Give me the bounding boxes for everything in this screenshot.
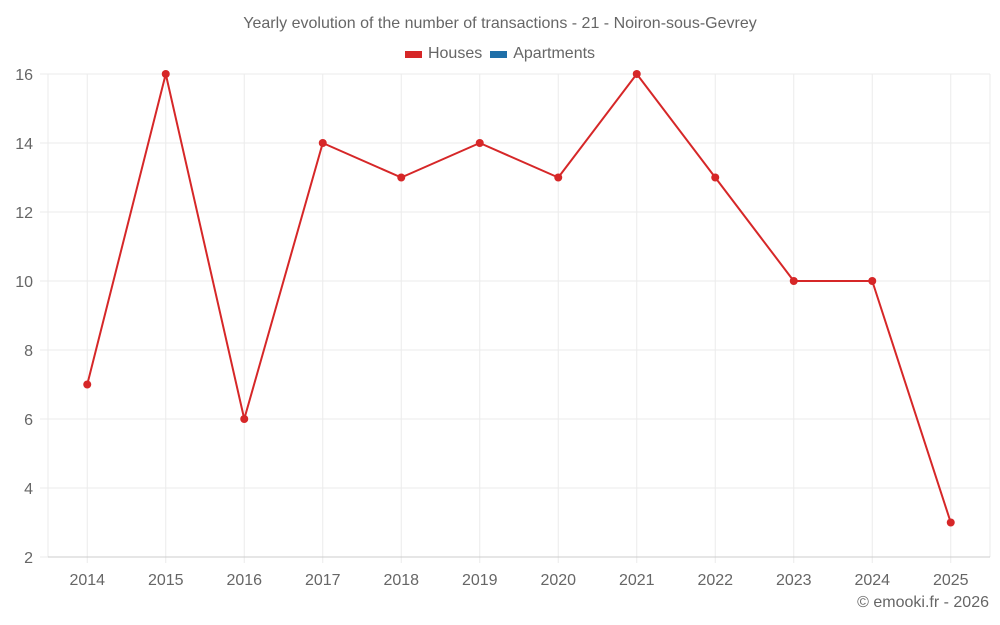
data-point[interactable] — [397, 173, 406, 182]
y-tick-label: 14 — [15, 136, 33, 153]
x-tick-label: 2024 — [854, 572, 890, 589]
x-tick-label: 2018 — [383, 572, 419, 589]
y-tick-label: 2 — [24, 550, 33, 567]
data-point[interactable] — [632, 70, 641, 78]
data-point[interactable] — [711, 173, 720, 182]
x-tick-label: 2016 — [226, 572, 262, 589]
y-tick-label: 8 — [24, 343, 33, 360]
y-axis-ticks: 2 4 6 8 10 12 14 16 — [15, 67, 33, 567]
data-point[interactable] — [868, 277, 877, 285]
data-point[interactable] — [161, 70, 170, 78]
x-tick-label: 2021 — [619, 572, 655, 589]
chart-title: Yearly evolution of the number of transa… — [243, 15, 757, 32]
y-tick-label: 12 — [15, 205, 33, 222]
legend-item-houses[interactable]: Houses — [404, 45, 483, 63]
y-tick-label: 6 — [24, 412, 33, 429]
legend-label-houses: Houses — [427, 45, 483, 62]
y-tick-label: 4 — [24, 481, 33, 498]
grid-lines — [40, 73, 991, 563]
legend: Houses Apartments — [0, 45, 1000, 63]
data-point[interactable] — [240, 415, 249, 423]
x-tick-label: 2017 — [305, 572, 341, 589]
credit-text: © emooki.fr - 2026 — [857, 594, 989, 611]
x-tick-label: 2015 — [148, 572, 184, 589]
x-axis-ticks: 2014 2015 2016 2017 2018 2019 2020 2021 2022 2023… — [69, 572, 968, 589]
legend-swatch-houses — [404, 50, 422, 58]
data-point[interactable] — [946, 518, 955, 527]
data-point[interactable] — [318, 139, 327, 147]
x-tick-label: 2025 — [933, 572, 969, 589]
x-tick-label: 2014 — [69, 572, 105, 589]
legend-label-apartments: Apartments — [513, 45, 596, 62]
legend-swatch-apartments — [490, 50, 508, 58]
x-tick-label: 2023 — [776, 572, 812, 589]
data-point[interactable] — [789, 277, 798, 285]
x-tick-label: 2019 — [462, 572, 498, 589]
y-tick-label: 16 — [15, 67, 33, 84]
data-point[interactable] — [475, 139, 484, 147]
x-tick-label: 2020 — [540, 572, 576, 589]
data-point[interactable] — [83, 380, 92, 389]
series-houses — [83, 70, 955, 527]
data-point[interactable] — [554, 173, 563, 182]
legend-item-apartments[interactable]: Apartments — [490, 45, 595, 63]
x-tick-label: 2022 — [697, 572, 733, 589]
y-tick-label: 10 — [15, 274, 33, 291]
